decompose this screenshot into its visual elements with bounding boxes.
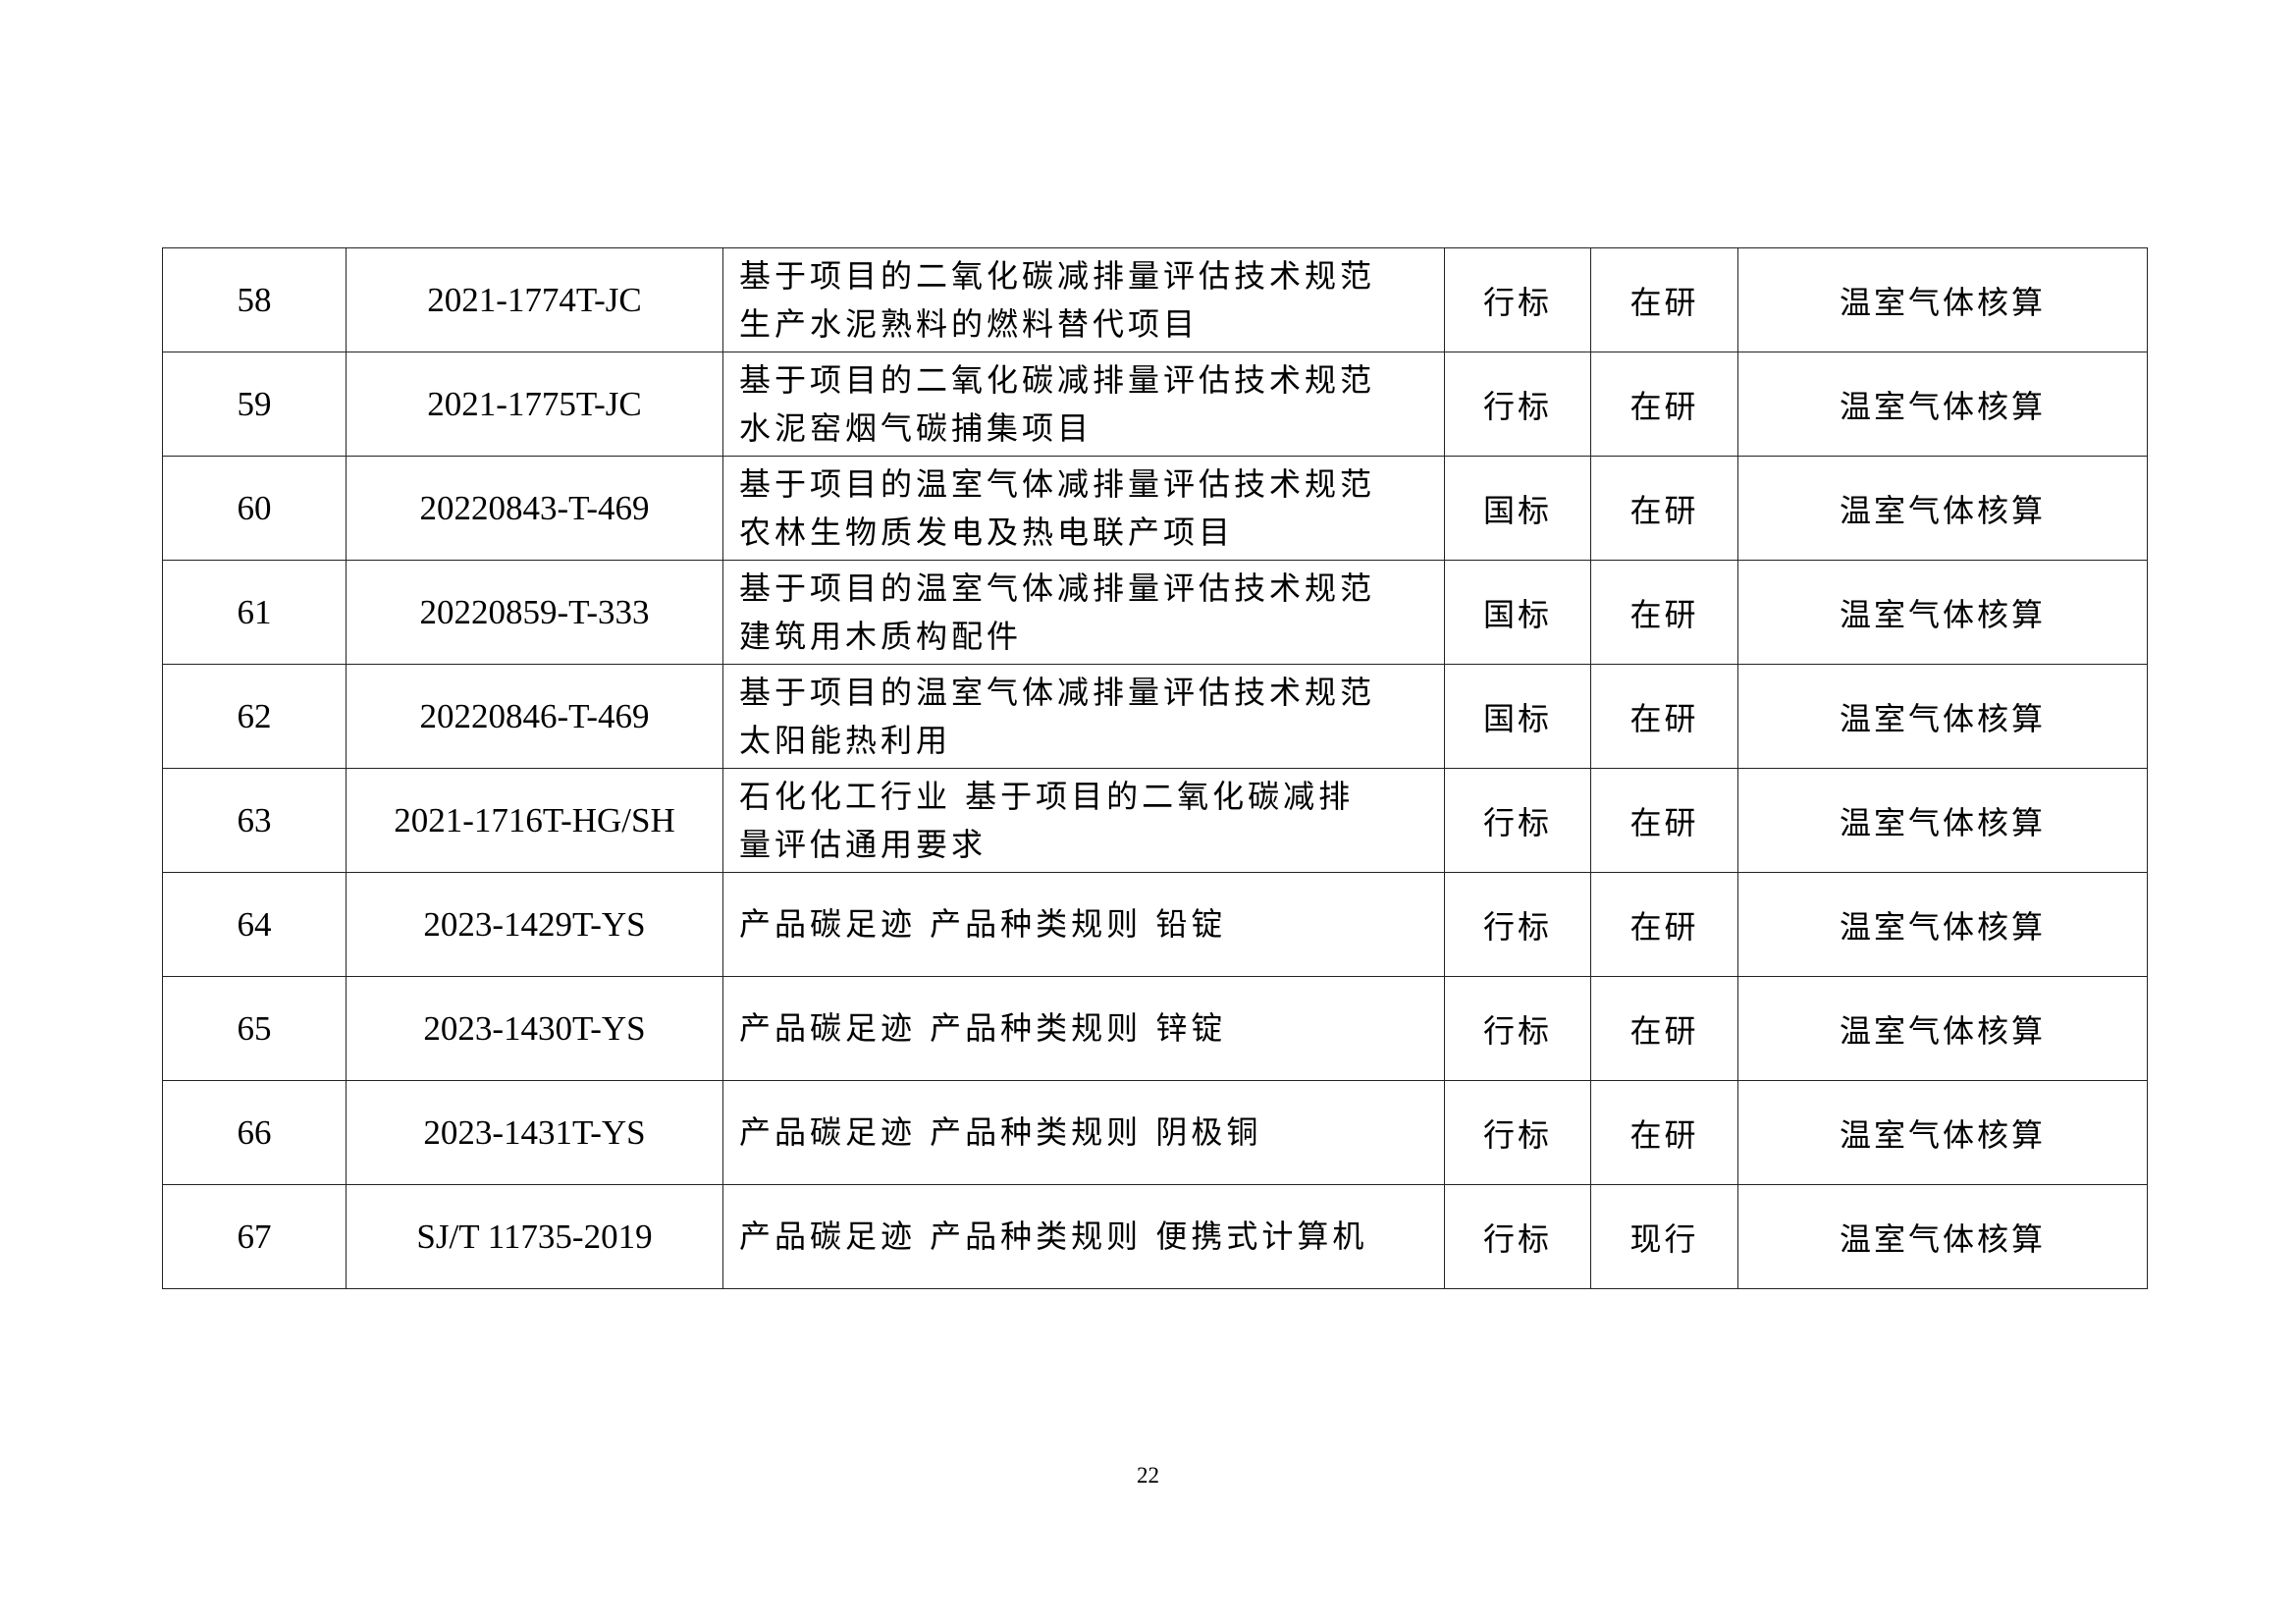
- standards-table: 58 2021-1774T-JC 基于项目的二氧化碳减排量评估技术规范 生产水泥熟料的…: [162, 247, 2148, 1289]
- standard-code-cell: 2021-1775T-JC: [346, 352, 723, 457]
- category-cell: 温室气体核算: [1737, 560, 2148, 665]
- standard-code-cell: 20220859-T-333: [346, 560, 723, 665]
- status-cell: 在研: [1590, 560, 1738, 665]
- standard-name-line: 基于项目的二氧化碳减排量评估技术规范: [739, 360, 1376, 399]
- standard-level-cell: 国标: [1444, 560, 1591, 665]
- standard-code-cell: 20220846-T-469: [346, 664, 723, 769]
- standard-name-cell: 基于项目的二氧化碳减排量评估技术规范 水泥窑烟气碳捕集项目: [722, 352, 1445, 457]
- standard-name-line: 太阳能热利用: [739, 721, 952, 759]
- row-number-cell: 58: [162, 247, 347, 352]
- table-row: 60 20220843-T-469 基于项目的温室气体减排量评估技术规范 农林生物质发…: [162, 456, 2148, 561]
- row-number-cell: 65: [162, 976, 347, 1081]
- standard-name-line: 基于项目的温室气体减排量评估技术规范: [739, 673, 1376, 711]
- standard-name-cell: 产品碳足迹 产品种类规则 阴极铜: [722, 1080, 1445, 1185]
- standard-name-cell: 产品碳足迹 产品种类规则 便携式计算机: [722, 1184, 1445, 1289]
- standard-level-cell: 国标: [1444, 456, 1591, 561]
- status-cell: 在研: [1590, 456, 1738, 561]
- standard-name-line: 水泥窑烟气碳捕集项目: [739, 408, 1094, 447]
- standard-code-cell: 20220843-T-469: [346, 456, 723, 561]
- standard-name-cell: 产品碳足迹 产品种类规则 铅锭: [722, 872, 1445, 977]
- table-row: 63 2021-1716T-HG/SH 石化化工行业 基于项目的二氧化碳减排 量评估通…: [162, 768, 2148, 873]
- standard-level-cell: 行标: [1444, 1080, 1591, 1185]
- row-number-cell: 63: [162, 768, 347, 873]
- standard-name-cell: 基于项目的温室气体减排量评估技术规范 建筑用木质构配件: [722, 560, 1445, 665]
- standard-code-cell: 2021-1716T-HG/SH: [346, 768, 723, 873]
- status-cell: 在研: [1590, 976, 1738, 1081]
- status-cell: 在研: [1590, 872, 1738, 977]
- category-cell: 温室气体核算: [1737, 1184, 2148, 1289]
- status-cell: 在研: [1590, 768, 1738, 873]
- standard-name-line: 量评估通用要求: [739, 825, 988, 863]
- category-cell: 温室气体核算: [1737, 664, 2148, 769]
- row-number-cell: 59: [162, 352, 347, 457]
- status-cell: 在研: [1590, 352, 1738, 457]
- standard-level-cell: 行标: [1444, 872, 1591, 977]
- row-number-cell: 61: [162, 560, 347, 665]
- category-cell: 温室气体核算: [1737, 456, 2148, 561]
- standard-code-cell: 2023-1429T-YS: [346, 872, 723, 977]
- standard-code-cell: 2021-1774T-JC: [346, 247, 723, 352]
- status-cell: 在研: [1590, 247, 1738, 352]
- standard-level-cell: 行标: [1444, 976, 1591, 1081]
- standard-name-cell: 基于项目的温室气体减排量评估技术规范 农林生物质发电及热电联产项目: [722, 456, 1445, 561]
- standard-name-line: 产品碳足迹 产品种类规则 便携式计算机: [739, 1218, 1368, 1255]
- standard-name-cell: 石化化工行业 基于项目的二氧化碳减排 量评估通用要求: [722, 768, 1445, 873]
- category-cell: 温室气体核算: [1737, 872, 2148, 977]
- status-cell: 在研: [1590, 664, 1738, 769]
- standard-name-line: 产品碳足迹 产品种类规则 铅锭: [739, 905, 1227, 943]
- standard-name-line: 产品碳足迹 产品种类规则 阴极铜: [739, 1113, 1262, 1151]
- table-row: 58 2021-1774T-JC 基于项目的二氧化碳减排量评估技术规范 生产水泥熟料的…: [162, 247, 2148, 352]
- standard-code-cell: 2023-1430T-YS: [346, 976, 723, 1081]
- table-row: 66 2023-1431T-YS 产品碳足迹 产品种类规则 阴极铜 行标 在研 温室气体核…: [162, 1080, 2148, 1185]
- standard-level-cell: 国标: [1444, 664, 1591, 769]
- table-row: 65 2023-1430T-YS 产品碳足迹 产品种类规则 锌锭 行标 在研 温室气体核算: [162, 976, 2148, 1081]
- row-number-cell: 62: [162, 664, 347, 769]
- table-row: 62 20220846-T-469 基于项目的温室气体减排量评估技术规范 太阳能热利用…: [162, 664, 2148, 769]
- table-row: 64 2023-1429T-YS 产品碳足迹 产品种类规则 铅锭 行标 在研 温室气体核算: [162, 872, 2148, 977]
- standard-code-cell: 2023-1431T-YS: [346, 1080, 723, 1185]
- standard-code-cell: SJ/T 11735-2019: [346, 1184, 723, 1289]
- standard-level-cell: 行标: [1444, 352, 1591, 457]
- category-cell: 温室气体核算: [1737, 1080, 2148, 1185]
- table-row: 59 2021-1775T-JC 基于项目的二氧化碳减排量评估技术规范 水泥窑烟气碳捕…: [162, 352, 2148, 457]
- status-cell: 现行: [1590, 1184, 1738, 1289]
- row-number-cell: 64: [162, 872, 347, 977]
- standard-level-cell: 行标: [1444, 247, 1591, 352]
- standard-name-cell: 基于项目的温室气体减排量评估技术规范 太阳能热利用: [722, 664, 1445, 769]
- row-number-cell: 67: [162, 1184, 347, 1289]
- category-cell: 温室气体核算: [1737, 247, 2148, 352]
- standard-level-cell: 行标: [1444, 768, 1591, 873]
- row-number-cell: 60: [162, 456, 347, 561]
- standard-name-line: 建筑用木质构配件: [739, 617, 1023, 655]
- standard-name-line: 基于项目的温室气体减排量评估技术规范: [739, 568, 1376, 607]
- standard-name-cell: 基于项目的二氧化碳减排量评估技术规范 生产水泥熟料的燃料替代项目: [722, 247, 1445, 352]
- standard-name-line: 生产水泥熟料的燃料替代项目: [739, 304, 1200, 343]
- standard-level-cell: 行标: [1444, 1184, 1591, 1289]
- standard-name-line: 产品碳足迹 产品种类规则 锌锭: [739, 1009, 1227, 1047]
- status-cell: 在研: [1590, 1080, 1738, 1185]
- standard-name-line: 石化化工行业 基于项目的二氧化碳减排: [739, 777, 1355, 815]
- category-cell: 温室气体核算: [1737, 976, 2148, 1081]
- category-cell: 温室气体核算: [1737, 768, 2148, 873]
- standard-name-line: 基于项目的温室气体减排量评估技术规范: [739, 464, 1376, 503]
- table-row: 67 SJ/T 11735-2019 产品碳足迹 产品种类规则 便携式计算机 行标 现行…: [162, 1184, 2148, 1289]
- category-cell: 温室气体核算: [1737, 352, 2148, 457]
- page-number: 22: [1137, 1463, 1159, 1488]
- table-row: 61 20220859-T-333 基于项目的温室气体减排量评估技术规范 建筑用木质构…: [162, 560, 2148, 665]
- row-number-cell: 66: [162, 1080, 347, 1185]
- standard-name-line: 基于项目的二氧化碳减排量评估技术规范: [739, 256, 1376, 295]
- standard-name-line: 农林生物质发电及热电联产项目: [739, 513, 1235, 551]
- standard-name-cell: 产品碳足迹 产品种类规则 锌锭: [722, 976, 1445, 1081]
